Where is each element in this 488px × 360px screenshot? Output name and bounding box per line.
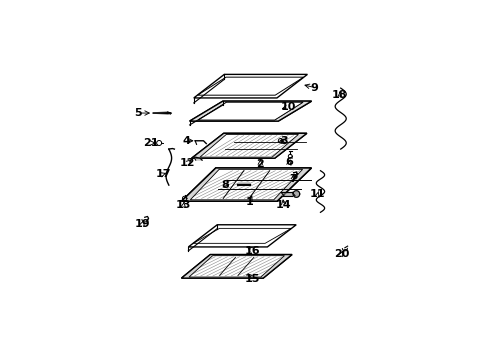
Text: 20: 20: [333, 249, 348, 259]
Polygon shape: [188, 225, 296, 247]
Text: 16: 16: [244, 246, 260, 256]
Text: 19: 19: [134, 219, 150, 229]
Polygon shape: [181, 168, 311, 201]
Text: 13: 13: [176, 201, 191, 210]
Text: 21: 21: [143, 138, 158, 148]
Text: 9: 9: [310, 82, 318, 93]
Text: 17: 17: [155, 169, 171, 179]
Polygon shape: [189, 101, 311, 121]
Text: 14: 14: [276, 201, 291, 210]
Polygon shape: [198, 102, 303, 120]
Polygon shape: [189, 101, 311, 121]
Text: 11: 11: [309, 189, 325, 199]
Text: 10: 10: [280, 102, 295, 112]
Polygon shape: [193, 75, 307, 98]
Polygon shape: [191, 133, 306, 158]
Polygon shape: [191, 133, 306, 158]
Polygon shape: [189, 256, 284, 277]
Polygon shape: [200, 134, 298, 157]
Text: 5: 5: [134, 108, 142, 118]
Text: 1: 1: [245, 197, 253, 207]
Polygon shape: [292, 191, 299, 197]
Text: 3: 3: [280, 136, 287, 146]
Polygon shape: [181, 255, 291, 278]
Polygon shape: [181, 168, 311, 201]
Polygon shape: [153, 112, 170, 114]
Polygon shape: [190, 169, 302, 200]
Polygon shape: [198, 102, 303, 120]
Text: 15: 15: [244, 274, 260, 284]
Polygon shape: [193, 157, 202, 160]
Text: 12: 12: [179, 158, 195, 168]
Text: 4: 4: [182, 136, 190, 146]
Text: 6: 6: [285, 157, 293, 167]
Text: 7: 7: [289, 174, 297, 184]
Polygon shape: [181, 255, 291, 278]
Text: 18: 18: [331, 90, 347, 100]
Text: 8: 8: [222, 180, 229, 190]
Text: 2: 2: [256, 159, 264, 169]
